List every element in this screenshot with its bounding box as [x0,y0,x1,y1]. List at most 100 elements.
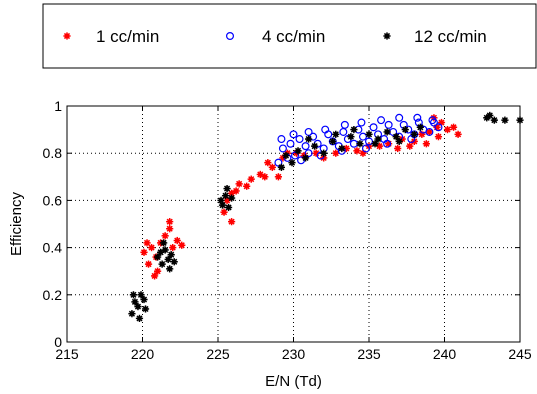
point-12-cc-min [338,144,346,153]
point-12-cc-min [129,291,138,299]
point-12-cc-min [329,137,337,145]
x-tick-label: 225 [206,346,230,362]
point-4-cc-min [289,130,298,139]
legend-label-12-cc-min: 12 cc/min [414,27,487,46]
point-12-cc-min [371,140,379,148]
y-tick-label: 1 [54,98,62,114]
point-12-cc-min [221,192,230,200]
x-tick-label: 240 [433,346,457,362]
point-4-cc-min [340,120,349,129]
point-1-cc-min [394,144,402,153]
point-12-cc-min [294,147,302,155]
point-12-cc-min [347,133,355,141]
point-1-cc-min [161,232,169,240]
point-4-cc-min [349,139,358,148]
point-12-cc-min [311,142,319,150]
point-1-cc-min [173,236,181,245]
point-4-cc-min [384,120,393,129]
point-4-cc-min [309,132,318,141]
point-4-cc-min [304,149,313,158]
point-1-cc-min [140,248,148,256]
point-1-cc-min [264,159,272,167]
point-4-cc-min [358,132,367,141]
point-12-cc-min [160,239,168,247]
point-1-cc-min [434,133,443,141]
point-12-cc-min [137,291,145,299]
point-12-cc-min [486,111,494,120]
point-1-cc-min [232,187,240,195]
point-4-cc-min [304,127,313,136]
point-4-cc-min [291,151,300,160]
point-4-cc-min [295,135,304,144]
legend: 1 cc/min 4 cc/min 12 cc/min [42,3,537,69]
point-12-cc-min [227,194,236,202]
point-12-cc-min [164,255,172,263]
point-1-cc-min [268,163,276,171]
point-4-cc-min [434,123,443,132]
point-1-cc-min [247,175,255,183]
point-1-cc-min [169,244,177,252]
y-axis: 0 0.2 0.4 0.6 0.8 1 [43,98,520,350]
point-12-cc-min [282,151,290,160]
point-12-cc-min [350,126,358,134]
legend-label-4-cc-min: 4 cc/min [262,27,325,46]
point-12-cc-min [218,201,227,209]
point-1-cc-min [443,126,452,134]
y-tick-label: 0.8 [43,145,63,161]
y-tick-label: 0.4 [43,240,63,256]
point-4-cc-min [321,125,330,134]
x-tick-label: 245 [508,346,532,362]
point-4-cc-min [383,139,392,148]
point-1-cc-min [154,267,162,275]
point-1-cc-min [425,128,433,136]
point-12-cc-min [490,116,498,124]
point-12-cc-min [301,154,310,162]
point-4-cc-min [274,158,283,167]
point-12-cc-min [501,116,509,124]
point-4-cc-min [339,127,348,136]
point-4-cc-min [413,113,422,122]
point-4-cc-min [428,116,437,125]
data-points [128,111,524,322]
point-1-cc-min [227,218,236,226]
point-12-cc-min [131,298,139,306]
point-1-cc-min [418,130,426,138]
point-1-cc-min [178,241,186,249]
point-4-cc-min [377,116,386,125]
point-12-cc-min [305,135,313,143]
point-4-cc-min [278,144,287,153]
point-1-cc-min [422,140,430,148]
point-1-cc-min [454,130,462,138]
point-12-cc-min [224,203,233,212]
point-12-cc-min [288,159,296,167]
point-4-cc-min [297,156,306,165]
y-tick-label: 0.2 [43,287,63,303]
y-tick-label: 0.6 [43,192,63,208]
point-12-cc-min [140,295,148,304]
legend-marker-4-cc-min [226,31,235,40]
point-1-cc-min [166,225,174,233]
point-1-cc-min [406,142,414,150]
point-1-cc-min [353,147,361,155]
point-1-cc-min [143,239,151,247]
point-12-cc-min [365,130,373,138]
y-axis-label: Efficiency [8,192,25,256]
point-12-cc-min [167,251,175,259]
point-4-cc-min [277,135,286,144]
point-4-cc-min [425,127,434,136]
point-4-cc-min [395,113,404,122]
point-4-cc-min [357,118,366,127]
x-tick-label: 215 [55,346,79,362]
point-1-cc-min [243,182,251,190]
point-12-cc-min [383,128,391,136]
point-1-cc-min [332,149,340,157]
point-12-cc-min [410,130,418,138]
point-1-cc-min [220,208,228,216]
point-1-cc-min [261,173,269,181]
point-12-cc-min [392,133,400,141]
point-12-cc-min [416,123,424,131]
point-4-cc-min [286,139,295,148]
point-4-cc-min [361,144,370,153]
x-tick-label: 220 [131,346,155,362]
